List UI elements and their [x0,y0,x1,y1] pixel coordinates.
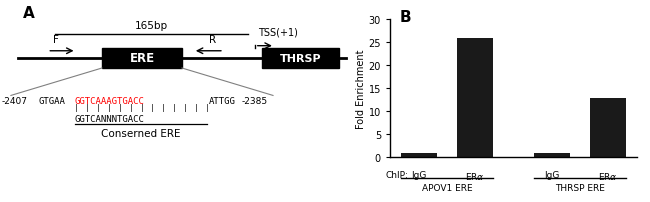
Text: ATTGG: ATTGG [209,97,236,105]
Y-axis label: Fold Enrichment: Fold Enrichment [356,49,366,128]
Bar [457,39,493,158]
Text: TSS(+1): TSS(+1) [259,27,298,37]
Text: GTGAA: GTGAA [38,97,65,105]
Text: THRSP ERE: THRSP ERE [555,183,605,192]
Text: THRSP: THRSP [280,54,321,64]
Text: Conserned ERE: Conserned ERE [101,129,181,139]
Text: ER$\alpha$: ER$\alpha$ [465,170,484,181]
Text: R: R [209,35,216,44]
Bar [262,48,339,69]
Text: ER$\alpha$: ER$\alpha$ [598,170,618,181]
Bar [534,153,570,158]
Text: GGTCANNNTGACC: GGTCANNNTGACC [75,114,144,123]
Text: APOV1 ERE: APOV1 ERE [422,183,473,192]
Text: ChIP:: ChIP: [386,170,409,179]
Text: -2407: -2407 [2,97,28,105]
Text: A: A [23,6,35,21]
Text: IgG: IgG [411,170,427,179]
Text: 165bp: 165bp [135,21,168,31]
Bar [401,153,437,158]
Bar [102,48,182,69]
Text: IgG: IgG [545,170,560,179]
Text: ERE: ERE [129,52,155,65]
Text: -2385: -2385 [242,97,268,105]
Bar [590,98,626,158]
Text: B: B [400,10,411,25]
Text: F: F [53,35,59,44]
Text: GGTCAAAGTGACC: GGTCAAAGTGACC [75,97,144,105]
